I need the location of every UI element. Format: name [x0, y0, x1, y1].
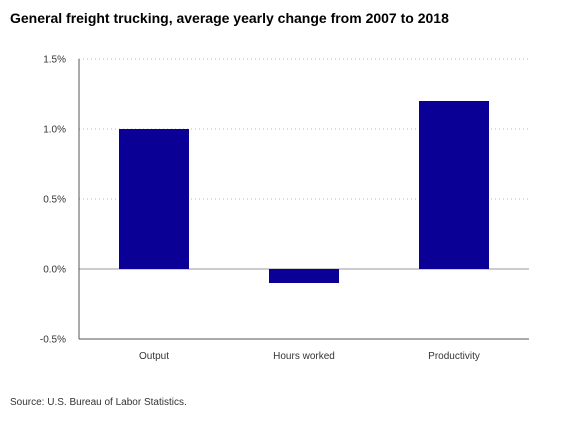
bar	[419, 101, 489, 269]
bar	[269, 269, 339, 283]
x-tick-label: Output	[139, 351, 169, 362]
tick-labels: -0.5% 0.0% 0.5% 1.0% 1.5% Output Hours worked P…	[40, 55, 480, 363]
y-tick-label: 0.0%	[43, 265, 66, 276]
x-tick-label: Productivity	[428, 351, 480, 362]
y-tick-label: 1.0%	[43, 125, 66, 136]
bar	[119, 129, 189, 269]
y-tick-label: 1.5%	[43, 55, 66, 66]
x-tick-label: Hours worked	[273, 351, 335, 362]
gridlines	[79, 58, 529, 200]
chart-title: General freight trucking, average yearly…	[10, 10, 449, 26]
bars	[119, 101, 489, 283]
y-tick-label: 0.5%	[43, 195, 66, 206]
source-note: Source: U.S. Bureau of Labor Statistics.	[10, 397, 187, 408]
y-tick-label: -0.5%	[40, 335, 66, 346]
